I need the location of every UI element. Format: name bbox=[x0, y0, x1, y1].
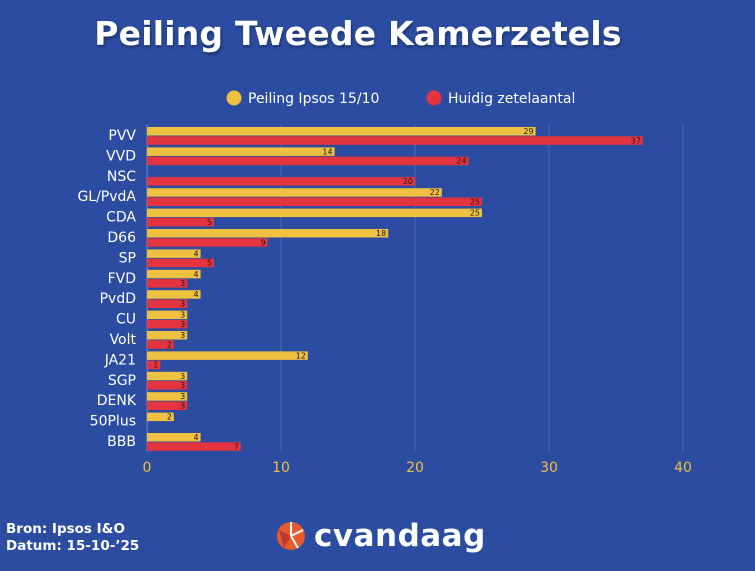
x-tick-label: 20 bbox=[406, 460, 424, 476]
data-label: 37 bbox=[631, 136, 641, 145]
data-label: 2 bbox=[167, 340, 172, 349]
bar-current bbox=[147, 136, 643, 145]
data-label: 3 bbox=[180, 372, 185, 381]
data-label: 3 bbox=[180, 279, 185, 288]
bar-poll bbox=[147, 392, 188, 401]
data-label: 14 bbox=[322, 147, 332, 156]
legend-label: Huidig zetelaantal bbox=[448, 91, 575, 107]
category-label: FVD bbox=[108, 271, 136, 287]
bar-poll bbox=[147, 147, 335, 156]
category-label: PVV bbox=[108, 128, 136, 144]
data-label: 9 bbox=[261, 238, 266, 247]
category-label: VVD bbox=[106, 148, 136, 164]
data-label: 3 bbox=[180, 331, 185, 340]
data-label: 4 bbox=[194, 433, 199, 442]
bar-poll bbox=[147, 310, 188, 320]
bar-poll bbox=[147, 290, 201, 299]
source-block: Bron: Ipsos I&O Datum: 15-10-’25 bbox=[6, 521, 139, 555]
data-label: 7 bbox=[234, 442, 239, 451]
bar-current bbox=[147, 340, 174, 349]
data-label: 25 bbox=[470, 209, 480, 218]
data-label: 5 bbox=[207, 218, 212, 227]
bar-current bbox=[147, 238, 268, 247]
bar-poll bbox=[147, 208, 482, 218]
bar-current bbox=[147, 401, 188, 410]
source-datum: Datum: 15-10-’25 bbox=[6, 538, 140, 554]
data-label: 4 bbox=[194, 249, 199, 258]
data-label: 22 bbox=[430, 188, 440, 197]
brand-name: cvandaag bbox=[314, 518, 486, 554]
bar-poll bbox=[147, 249, 201, 258]
legend-marker bbox=[426, 90, 442, 106]
bar-poll bbox=[147, 351, 308, 360]
data-label: 25 bbox=[470, 198, 480, 207]
bar-current bbox=[147, 217, 214, 227]
category-label: 50Plus bbox=[90, 414, 136, 430]
x-tick-label: 30 bbox=[540, 460, 558, 476]
bar-current bbox=[147, 319, 188, 329]
data-label: 12 bbox=[296, 351, 306, 360]
bar-current bbox=[147, 156, 469, 166]
category-label: Volt bbox=[110, 332, 137, 348]
data-label: 3 bbox=[180, 300, 185, 309]
bar-poll bbox=[147, 269, 201, 279]
category-label: NSC bbox=[107, 169, 136, 185]
category-label: CU bbox=[116, 312, 136, 328]
bar-poll bbox=[147, 412, 174, 422]
bar-poll bbox=[147, 188, 442, 197]
x-tick-label: 40 bbox=[674, 460, 692, 476]
legend-label: Peiling Ipsos 15/10 bbox=[248, 91, 379, 107]
category-label: GL/PvdA bbox=[77, 189, 136, 205]
category-label: JA21 bbox=[104, 352, 136, 368]
brand-logo: cvandaag bbox=[276, 516, 486, 556]
data-label: 1 bbox=[153, 361, 158, 370]
bar-current bbox=[147, 381, 188, 390]
bar-poll bbox=[147, 433, 201, 442]
data-label: 4 bbox=[194, 270, 199, 279]
data-label: 3 bbox=[180, 320, 185, 329]
category-label: CDA bbox=[106, 210, 136, 226]
bar-poll bbox=[147, 229, 389, 238]
bar-current bbox=[147, 360, 161, 370]
bar-poll bbox=[147, 331, 188, 340]
x-tick-label: 0 bbox=[143, 460, 152, 476]
data-label: 3 bbox=[180, 381, 185, 390]
data-label: 5 bbox=[207, 259, 212, 268]
category-label: PvdD bbox=[100, 291, 136, 307]
bar-current bbox=[147, 197, 482, 206]
x-tick-label: 10 bbox=[272, 460, 290, 476]
data-label: 2 bbox=[167, 413, 172, 422]
cvandaag-logo-icon bbox=[277, 522, 305, 550]
data-label: 20 bbox=[403, 177, 413, 186]
data-label: 18 bbox=[376, 229, 386, 238]
bar-current bbox=[147, 258, 214, 268]
data-label: 29 bbox=[523, 127, 533, 136]
category-label: BBB bbox=[107, 434, 136, 450]
data-label: 3 bbox=[180, 402, 185, 411]
bar-current bbox=[147, 442, 241, 451]
data-label: 4 bbox=[194, 290, 199, 299]
data-label: 3 bbox=[180, 392, 185, 401]
data-label: 24 bbox=[456, 157, 466, 166]
category-label: SGP bbox=[108, 373, 136, 389]
bar-poll bbox=[147, 127, 536, 136]
bar-current bbox=[147, 299, 188, 308]
bar-current bbox=[147, 279, 188, 288]
category-label: D66 bbox=[107, 230, 136, 246]
bar-current bbox=[147, 177, 415, 186]
legend-marker bbox=[226, 90, 242, 106]
category-label: SP bbox=[119, 250, 136, 266]
category-label: DENK bbox=[97, 393, 137, 409]
source-bron: Bron: Ipsos I&O bbox=[6, 521, 125, 537]
bar-poll bbox=[147, 371, 188, 381]
data-label: 3 bbox=[180, 311, 185, 320]
page-title: Peiling Tweede Kamerzetels bbox=[94, 14, 622, 53]
